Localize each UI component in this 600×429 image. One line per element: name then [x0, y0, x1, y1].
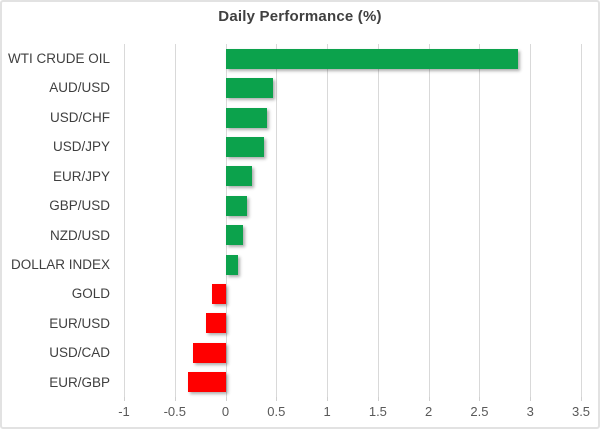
bar-nzd-usd: [225, 225, 243, 246]
category-label-usd-chf: USD/CHF: [50, 109, 110, 125]
gridline--0.5: [174, 44, 176, 397]
bar-gbp-usd: [225, 195, 247, 216]
bar-wti-crude-oil: [225, 48, 519, 69]
x-tick-label-1: 1: [323, 404, 331, 419]
axis-tick-1.5: [377, 397, 379, 401]
bar-usd-cad: [193, 342, 226, 363]
bar-usd-chf: [225, 107, 268, 128]
category-label-gbp-usd: GBP/USD: [49, 198, 110, 214]
gridline-0.5: [276, 44, 278, 397]
x-tick-label-3.5: 3.5: [571, 404, 591, 419]
category-label-nzd-usd: NZD/USD: [50, 227, 110, 243]
gridline-3: [530, 44, 532, 397]
bar-gold: [212, 284, 226, 305]
axis-tick-3: [530, 397, 532, 401]
bar-eur-gbp: [187, 372, 226, 393]
gridline-2: [428, 44, 430, 397]
category-label-usd-jpy: USD/JPY: [52, 139, 110, 155]
axis-tick-1: [327, 397, 329, 401]
axis-tick--0.5: [174, 397, 176, 401]
bar-usd-jpy: [225, 136, 265, 157]
gridline-1: [327, 44, 329, 397]
axis-tick-0.5: [276, 397, 278, 401]
x-tick-label-2.5: 2.5: [470, 404, 489, 419]
chart-title: Daily Performance (%): [218, 8, 382, 25]
axis-tick-0: [225, 397, 227, 401]
bar-dollar-index: [225, 254, 238, 275]
x-tick-label-1.5: 1.5: [368, 404, 387, 419]
x-tick-label--1: -1: [118, 404, 130, 419]
axis-tick-3.5: [581, 397, 582, 401]
bar-eur-jpy: [225, 166, 252, 187]
gridline-0: [225, 44, 227, 397]
category-label-eur-jpy: EUR/JPY: [52, 168, 110, 184]
gridline-3.5: [581, 44, 582, 397]
gridline--1: [124, 44, 125, 397]
axis-tick-2: [428, 397, 430, 401]
x-tick-label-2: 2: [425, 404, 433, 419]
bar-aud-usd: [225, 78, 274, 99]
category-label-wti-crude-oil: WTI CRUDE OIL: [7, 51, 110, 66]
axis-tick--1: [124, 397, 125, 401]
category-label-gold: GOLD: [71, 286, 110, 302]
category-label-aud-usd: AUD/USD: [49, 80, 110, 96]
gridline-2.5: [479, 44, 481, 397]
axis-tick-2.5: [479, 397, 481, 401]
x-tick-label-3: 3: [526, 404, 534, 419]
category-label-eur-gbp: EUR/GBP: [49, 374, 110, 390]
x-tick-label--0.5: -0.5: [163, 404, 186, 419]
bar-eur-usd: [206, 313, 226, 334]
x-tick-label-0: 0: [221, 404, 230, 419]
category-label-usd-cad: USD/CAD: [49, 345, 110, 361]
gridline-1.5: [377, 44, 379, 397]
category-label-eur-usd: EUR/USD: [49, 315, 110, 331]
x-tick-label-0.5: 0.5: [267, 404, 286, 419]
category-label-dollar-index: DOLLAR INDEX: [10, 256, 110, 272]
